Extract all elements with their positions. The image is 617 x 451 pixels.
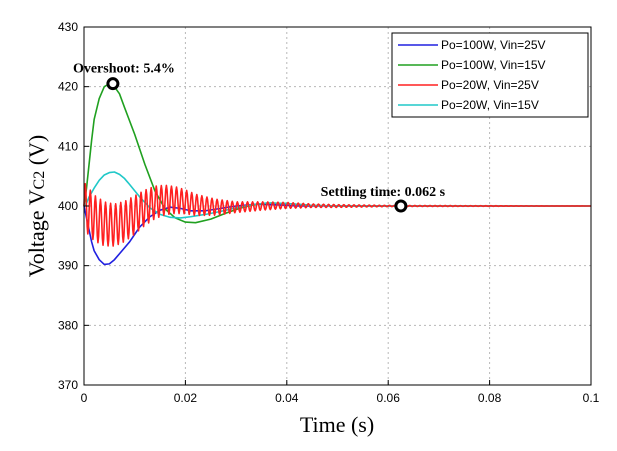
series-layer: [83, 82, 592, 266]
x-tick-label: 0.1: [583, 391, 600, 405]
y-tick-label: 430: [58, 20, 78, 34]
x-tick-label: 0.06: [377, 391, 401, 405]
annotations: Overshoot: 5.4% Settling time: 0.062 s: [73, 62, 446, 213]
x-tick-label: 0: [81, 391, 88, 405]
x-tick-label: 0.02: [174, 391, 198, 405]
legend: Po=100W, Vin=25V Po=100W, Vin=15V Po=20W, …: [391, 32, 589, 118]
y-tick-label: 370: [58, 378, 78, 392]
y-tick-label: 390: [58, 259, 78, 273]
legend-label: Po=100W, Vin=15V: [441, 58, 546, 72]
ticks: 0 0.02 0.04 0.06 0.08 0.1 370 380 390 400 410 420 43…: [58, 20, 600, 405]
legend-label: Po=20W, Vin=25V: [441, 78, 539, 92]
x-axis-title: Time (s): [300, 412, 374, 437]
series-line: [83, 182, 592, 247]
y-tick-label: 410: [58, 139, 78, 153]
legend-label: Po=100W, Vin=25V: [441, 38, 546, 52]
y-tick-label: 400: [58, 199, 78, 213]
settling-label: Settling time: 0.062 s: [321, 185, 446, 200]
y-tick-label: 420: [58, 80, 78, 94]
legend-label: Po=20W, Vin=15V: [441, 98, 539, 112]
y-axis-title: Voltage VC2 (V): [24, 135, 49, 278]
settling-marker: [394, 199, 408, 213]
overshoot-label: Overshoot: 5.4%: [73, 62, 175, 77]
y-tick-label: 380: [58, 318, 78, 332]
x-tick-label: 0.08: [478, 391, 502, 405]
legend-box: [391, 32, 589, 118]
x-tick-label: 0.04: [275, 391, 299, 405]
overshoot-marker: [106, 77, 120, 91]
